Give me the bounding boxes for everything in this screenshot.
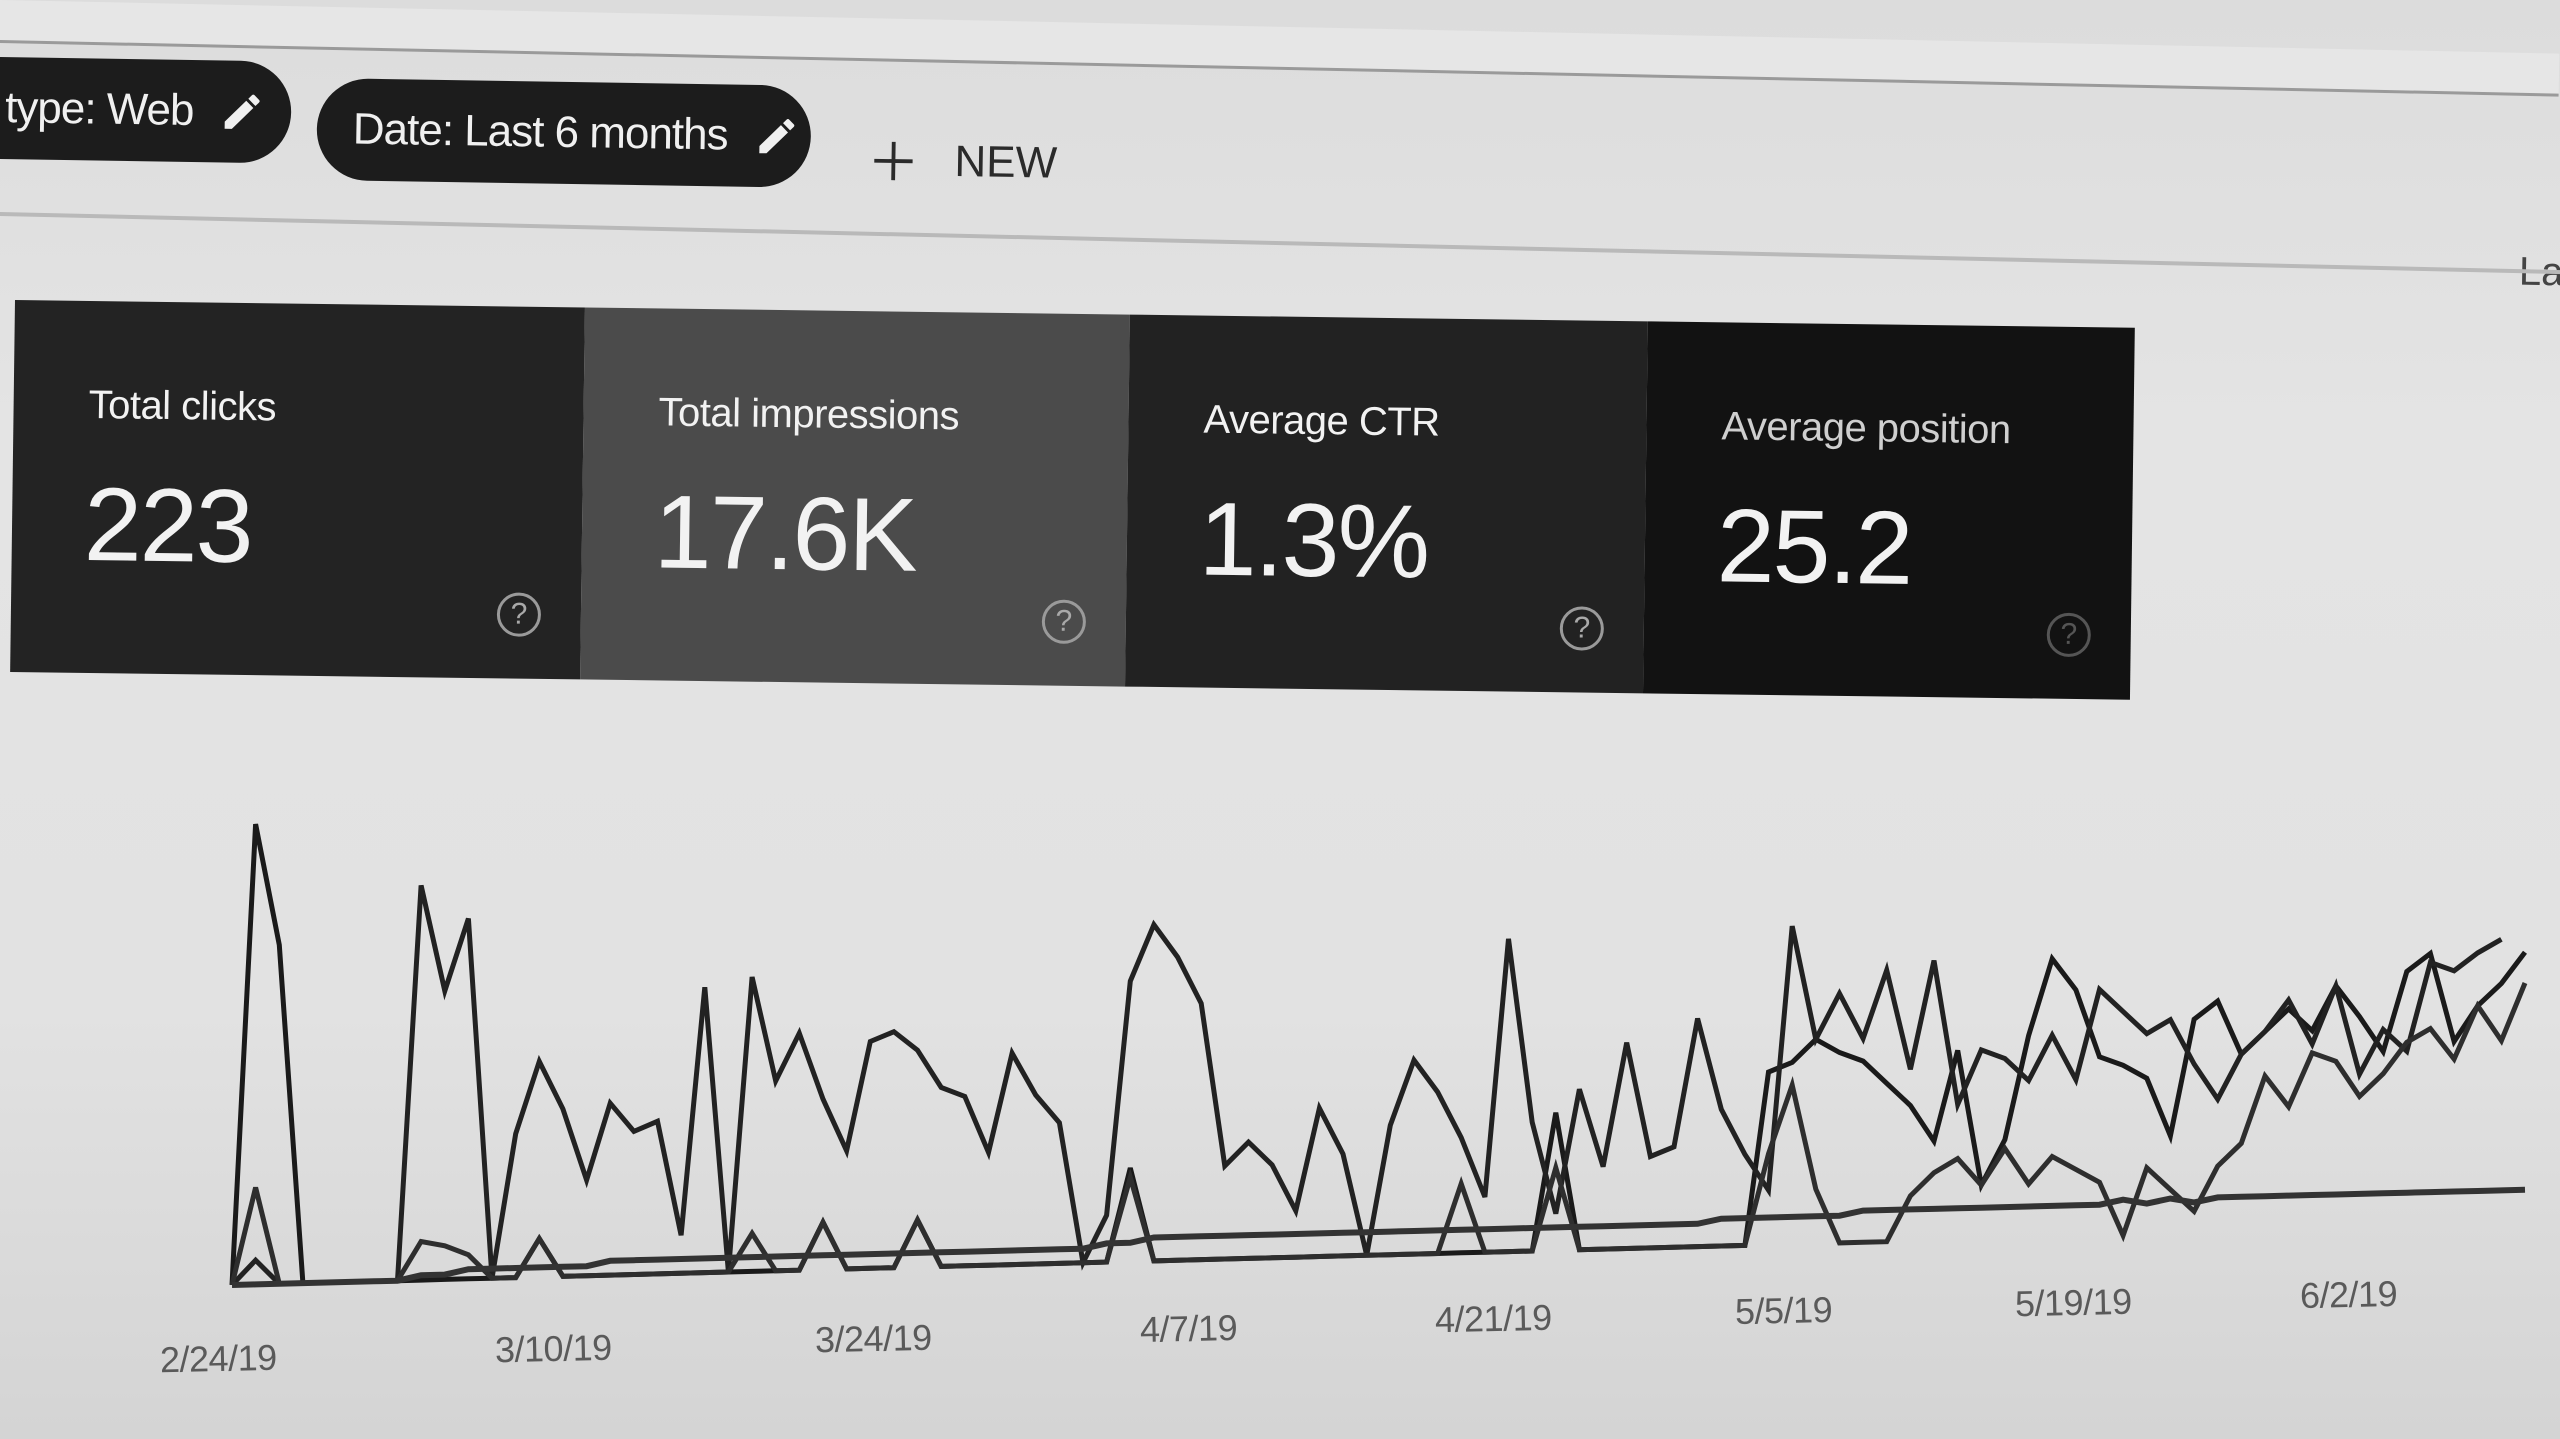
metric-label: Total clicks — [88, 382, 277, 430]
filter-toolbar: type: Web Date: Last 6 months NEW La — [0, 55, 2560, 294]
x-axis-tick-label: 3/10/19 — [494, 1326, 613, 1371]
help-icon[interactable]: ? — [496, 592, 542, 637]
pencil-icon[interactable] — [219, 88, 266, 135]
metric-label: Average CTR — [1203, 397, 1440, 445]
filter-chip-type-label: type: Web — [4, 83, 194, 136]
metric-card-total-clicks[interactable]: Total clicks 223 ? — [10, 300, 585, 680]
metric-card-average-ctr[interactable]: Average CTR 1.3% ? — [1125, 314, 1648, 694]
series-line-average-ctr[interactable] — [229, 982, 2528, 1287]
x-axis-tick-label: 3/24/19 — [814, 1316, 933, 1361]
metric-label: Average position — [1721, 404, 2012, 453]
line-chart-plot[interactable] — [0, 700, 2560, 1439]
metric-value: 1.3% — [1198, 481, 1429, 601]
metric-label: Total impressions — [658, 390, 960, 439]
performance-chart[interactable]: 2/24/19 3/10/19 3/24/19 4/7/19 4/21/19 5/5/19… — [0, 700, 2560, 1439]
x-axis-tick-label: 6/2/19 — [2299, 1272, 2398, 1317]
metric-cards: Total clicks 223 ? Total impressions 17.… — [10, 300, 2135, 700]
plus-icon — [874, 141, 913, 181]
x-axis-labels: 2/24/19 3/10/19 3/24/19 4/7/19 4/21/19 5/5/19… — [0, 700, 2560, 1439]
pencil-icon[interactable] — [753, 113, 800, 160]
help-icon[interactable]: ? — [1559, 606, 1605, 651]
x-axis-tick-label: 2/24/19 — [159, 1336, 278, 1381]
filter-chip-type[interactable]: type: Web — [0, 56, 292, 164]
metric-value: 223 — [83, 466, 253, 586]
filter-chip-date-label: Date: Last 6 months — [352, 104, 728, 160]
new-filter-label: NEW — [954, 137, 1058, 188]
x-axis-tick-label: 4/7/19 — [1139, 1306, 1238, 1351]
metric-card-total-impressions[interactable]: Total impressions 17.6K ? — [580, 307, 1130, 687]
help-icon[interactable]: ? — [2046, 612, 2092, 658]
x-axis-tick-label: 5/19/19 — [2014, 1280, 2133, 1325]
new-filter-button[interactable]: NEW — [870, 121, 1058, 204]
metric-card-average-position[interactable]: Average position 25.2 ? — [1642, 321, 2135, 700]
filter-chip-date[interactable]: Date: Last 6 months — [316, 77, 812, 188]
metric-value: 25.2 — [1716, 488, 1913, 607]
help-icon[interactable]: ? — [1041, 599, 1087, 645]
x-axis-tick-label: 4/21/19 — [1434, 1296, 1553, 1341]
series-line-average-position[interactable] — [231, 1186, 2526, 1288]
x-axis-tick-label: 5/5/19 — [1734, 1288, 1833, 1333]
metric-value: 17.6K — [653, 474, 917, 594]
